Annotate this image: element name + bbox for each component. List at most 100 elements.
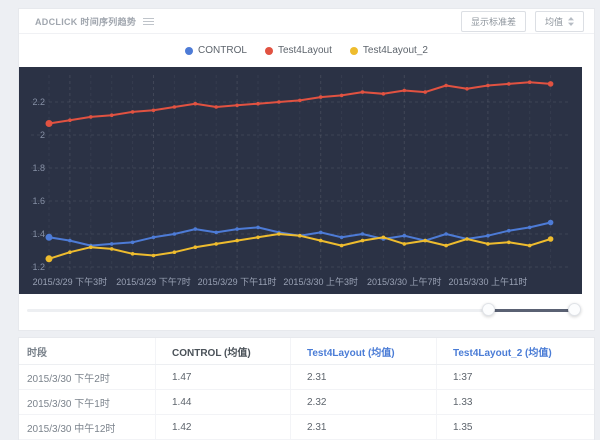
data-point-Test4Layout[interactable] [151,108,156,113]
data-point-Test4Layout_2[interactable] [339,243,344,248]
data-point-CONTROL[interactable] [109,242,114,246]
data-point-Test4Layout_2[interactable] [68,250,72,254]
data-point-Test4Layout[interactable] [527,80,532,84]
summary-table: 时段 CONTROL (均值) Test4Layout (均值) Test4Layou… [18,337,595,440]
table-row: 2015/3/30 中午12时 1.42 2.31 1.35 [19,415,594,440]
data-point-Test4Layout_2[interactable] [444,243,448,248]
data-point-CONTROL[interactable] [235,227,239,231]
data-point-CONTROL[interactable] [214,230,218,235]
data-point-CONTROL[interactable] [402,233,407,238]
data-point-Test4Layout[interactable] [298,98,302,103]
slider-selected-range[interactable] [489,309,574,312]
metric-dropdown-label: 均值 [544,16,563,27]
data-point-CONTROL[interactable] [130,240,135,245]
data-point-CONTROL[interactable] [45,233,53,241]
data-point-Test4Layout_2[interactable] [486,242,490,246]
table-header-cell: CONTROL (均值) [156,338,291,364]
legend-label: CONTROL [198,45,247,56]
data-point-Test4Layout_2[interactable] [360,238,365,243]
data-point-Test4Layout[interactable] [339,93,344,98]
data-point-Test4Layout[interactable] [235,103,239,108]
data-point-Test4Layout_2[interactable] [45,255,53,263]
data-point-CONTROL[interactable] [547,219,554,226]
slider-track[interactable] [27,309,576,312]
slider-handle-right[interactable] [568,303,581,316]
data-point-Test4Layout_2[interactable] [298,233,302,238]
data-point-CONTROL[interactable] [256,225,260,230]
slider-handle-left[interactable] [482,303,495,316]
table-header-cell: 时段 [19,338,156,364]
data-point-Test4Layout_2[interactable] [423,238,428,243]
data-point-Test4Layout_2[interactable] [318,238,323,243]
x-axis-tick-label: 2015/3/30 上午7时 [367,276,442,287]
data-point-Test4Layout_2[interactable] [256,235,260,240]
data-point-CONTROL[interactable] [486,233,490,238]
table-cell-period: 2015/3/30 下午1时 [19,390,156,414]
data-point-CONTROL[interactable] [444,232,448,236]
legend-item-CONTROL[interactable]: CONTROL [185,45,247,56]
data-point-Test4Layout[interactable] [172,105,177,109]
data-point-Test4Layout_2[interactable] [465,237,469,241]
data-point-Test4Layout[interactable] [547,81,554,87]
data-point-Test4Layout[interactable] [256,101,260,106]
chart-legend: CONTROL Test4Layout Test4Layout_2 [19,34,594,67]
data-point-Test4Layout[interactable] [465,87,469,91]
data-point-CONTROL[interactable] [339,235,344,240]
table-header-row: 时段 CONTROL (均值) Test4Layout (均值) Test4Layou… [19,338,594,365]
x-axis-tick-label: 2015/3/30 上午3时 [283,276,358,287]
x-axis-tick-label: 2015/3/29 下午11时 [198,276,277,287]
x-axis-tick-label: 2015/3/30 上午11时 [448,276,527,287]
x-axis-tick-label: 2015/3/29 下午7时 [116,276,191,287]
data-point-Test4Layout_2[interactable] [507,240,511,245]
data-point-Test4Layout_2[interactable] [151,253,156,258]
legend-item-Test4Layout[interactable]: Test4Layout [264,45,332,56]
legend-dot-icon [349,46,358,55]
table-cell-value: 2.31 [291,365,437,389]
data-point-Test4Layout[interactable] [89,115,93,119]
data-point-Test4Layout[interactable] [277,100,281,104]
data-point-Test4Layout[interactable] [507,82,511,86]
menu-icon[interactable] [143,17,155,25]
data-point-CONTROL[interactable] [318,230,323,235]
data-point-Test4Layout[interactable] [214,105,218,109]
data-point-Test4Layout[interactable] [381,92,386,96]
legend-dot-icon [185,46,194,55]
data-point-CONTROL[interactable] [151,235,156,240]
data-point-Test4Layout_2[interactable] [130,252,135,256]
data-point-CONTROL[interactable] [193,227,198,231]
data-point-Test4Layout_2[interactable] [193,245,198,249]
data-point-CONTROL[interactable] [527,225,532,230]
data-point-Test4Layout[interactable] [444,83,448,88]
legend-item-Test4Layout_2[interactable]: Test4Layout_2 [349,45,428,56]
data-point-Test4Layout_2[interactable] [402,242,407,246]
timeseries-chart[interactable]: 2.2 2 1.8 1.6 1.4 1.2 2015/3/29 下午3时 2015/3/29 … [19,67,582,294]
data-point-CONTROL[interactable] [360,232,365,236]
data-point-Test4Layout[interactable] [360,90,365,94]
data-point-CONTROL[interactable] [507,228,511,233]
data-point-Test4Layout[interactable] [45,120,53,127]
data-point-Test4Layout[interactable] [423,90,428,94]
data-point-Test4Layout_2[interactable] [527,243,532,248]
data-point-Test4Layout_2[interactable] [172,250,177,254]
data-point-CONTROL[interactable] [68,238,72,243]
data-point-Test4Layout_2[interactable] [547,236,554,242]
show-stddev-button[interactable]: 显示标准差 [460,10,526,32]
data-point-Test4Layout_2[interactable] [109,247,114,251]
data-point-Test4Layout_2[interactable] [89,245,93,249]
data-point-Test4Layout[interactable] [318,95,323,99]
table-header-cell: Test4Layout (均值) [291,338,437,364]
data-point-Test4Layout[interactable] [193,101,198,106]
table-row: 2015/3/30 下午2时 1.47 2.31 1:37 [19,365,594,390]
data-point-CONTROL[interactable] [172,232,177,236]
data-point-Test4Layout_2[interactable] [277,232,281,236]
data-point-Test4Layout[interactable] [130,110,135,114]
data-point-Test4Layout_2[interactable] [235,238,239,243]
data-point-Test4Layout[interactable] [109,113,114,117]
data-point-Test4Layout_2[interactable] [381,235,386,240]
data-point-Test4Layout[interactable] [486,83,490,88]
table-cell-value: 2.31 [291,415,437,439]
metric-dropdown[interactable]: 均值 [534,10,584,32]
data-point-Test4Layout[interactable] [68,118,72,122]
data-point-Test4Layout[interactable] [402,88,407,93]
data-point-Test4Layout_2[interactable] [214,242,218,246]
